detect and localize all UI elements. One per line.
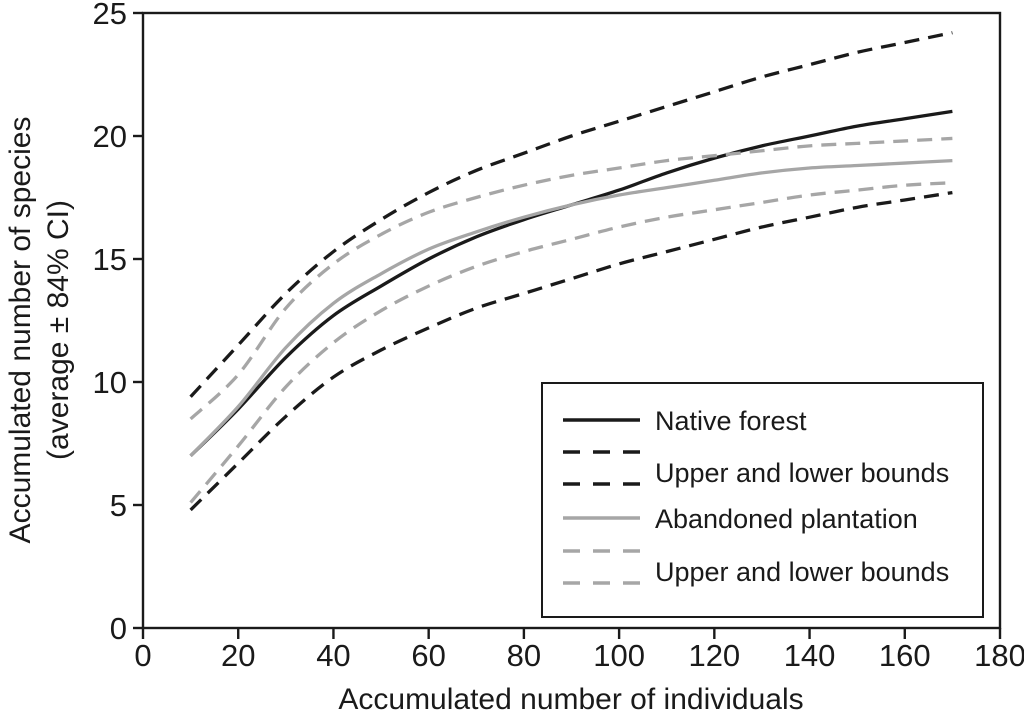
x-tick-label: 40 — [316, 638, 350, 673]
plot-frame-group — [141, 11, 1002, 630]
y-tick-label: 25 — [93, 0, 127, 31]
x-tick-label: 180 — [974, 638, 1024, 673]
legend-symbols — [563, 418, 640, 585]
x-axis-ticks: 0 20 40 60 80 100 120 140 160 180 — [134, 628, 1024, 673]
x-tick-label: 120 — [688, 638, 740, 673]
legend-label-native-bounds: Upper and lower bounds — [655, 458, 949, 488]
y-axis-title-line2: (average ± 84% CI) — [42, 200, 75, 460]
x-tick-label: 140 — [784, 638, 836, 673]
y-tick-label: 15 — [93, 242, 127, 277]
curve-abandoned-plantation-lower-bound — [189, 181, 953, 504]
plot-border — [141, 11, 1002, 630]
y-tick-label: 5 — [110, 488, 127, 523]
y-tick-label: 20 — [93, 119, 127, 154]
y-axis-ticks: 0 5 10 15 20 25 — [93, 0, 143, 646]
legend-box: Native forest Upper and lower bounds Aba… — [541, 382, 984, 618]
y-tick-label: 10 — [93, 365, 127, 400]
legend-border — [541, 382, 984, 618]
legend-label-plantation-bounds: Upper and lower bounds — [655, 557, 949, 587]
curve-native-forest-upper-bound — [189, 31, 953, 398]
x-tick-label: 60 — [411, 638, 445, 673]
legend-label-native-forest: Native forest — [655, 406, 807, 436]
curve-abandoned-plantation-upper-bound — [189, 136, 953, 421]
x-tick-label: 80 — [507, 638, 541, 673]
x-tick-label: 20 — [221, 638, 255, 673]
x-axis-title: Accumulated number of individuals — [338, 683, 803, 716]
x-tick-label: 0 — [134, 638, 151, 673]
legend-label-abandoned-plantation: Abandoned plantation — [655, 504, 918, 534]
x-tick-label: 100 — [593, 638, 645, 673]
x-tick-label: 160 — [879, 638, 931, 673]
y-tick-label: 0 — [110, 611, 127, 646]
y-axis-title-line1: Accumulated number of species — [4, 117, 37, 544]
curve-abandoned-plantation — [189, 158, 953, 457]
curves-group — [189, 31, 953, 512]
